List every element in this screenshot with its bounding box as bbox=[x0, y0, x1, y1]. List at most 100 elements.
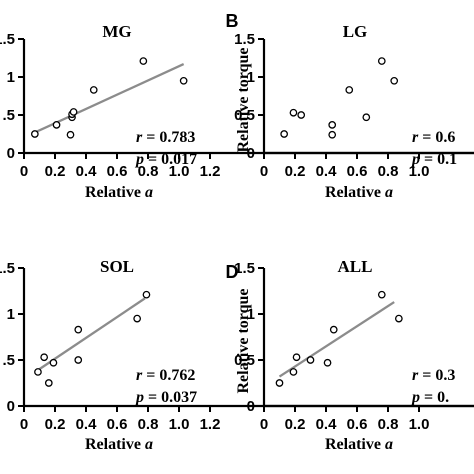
data-point bbox=[89, 86, 98, 94]
data-point bbox=[74, 356, 83, 364]
panel-letter: D bbox=[226, 262, 239, 282]
x-tick-label: 0 bbox=[20, 416, 28, 433]
data-point bbox=[328, 121, 337, 129]
data-point bbox=[297, 111, 306, 119]
data-point bbox=[179, 76, 188, 85]
data-point bbox=[52, 121, 61, 129]
x-tick-label: 1.0 bbox=[169, 163, 190, 180]
data-point bbox=[30, 130, 39, 138]
data-point bbox=[66, 130, 75, 139]
p-value: p = 0.017 bbox=[134, 151, 197, 168]
data-point bbox=[306, 356, 315, 364]
p-value: p = 0.1 bbox=[410, 151, 457, 168]
data-point bbox=[328, 130, 337, 139]
data-point bbox=[69, 108, 78, 116]
y-tick-label: 1.5 bbox=[234, 31, 255, 48]
panel-title: ALL bbox=[338, 257, 373, 276]
x-tick-label: 0.8 bbox=[138, 416, 159, 433]
x-tick-label: 0.6 bbox=[347, 416, 368, 433]
x-tick-label: 0.8 bbox=[138, 163, 159, 180]
x-tick-label: 0.4 bbox=[76, 163, 98, 180]
x-tick-label: 1.0 bbox=[409, 163, 430, 180]
data-point bbox=[34, 368, 42, 376]
p-value: p = 0. bbox=[410, 389, 449, 406]
x-axis-label: Relative a bbox=[85, 436, 153, 453]
r-value: r = 0.783 bbox=[136, 129, 195, 146]
y-tick-label: 0 bbox=[247, 145, 255, 162]
data-point bbox=[133, 314, 141, 323]
data-point bbox=[289, 368, 298, 376]
data-point bbox=[394, 314, 403, 323]
data-point bbox=[289, 108, 298, 117]
panel-title: LG bbox=[343, 22, 368, 41]
data-point bbox=[275, 379, 284, 387]
data-point bbox=[292, 353, 301, 362]
x-axis-label: Relative a bbox=[325, 436, 393, 453]
y-tick-label: 1.5 bbox=[0, 260, 15, 277]
panel-all: 0 0.5 1 1.5 0 0.2 0.4 0.6 0.8 1.0 Relative a Relati… bbox=[226, 257, 474, 453]
data-point bbox=[44, 379, 53, 387]
y-tick-label: 1 bbox=[247, 69, 255, 86]
r-value: r = 0.6 bbox=[412, 129, 455, 146]
data-point bbox=[74, 325, 83, 334]
x-tick-label: 0.6 bbox=[107, 163, 128, 180]
x-tick-label: 0.6 bbox=[347, 163, 368, 180]
x-tick-label: 0.2 bbox=[45, 163, 66, 180]
x-tick-label: 0.4 bbox=[316, 163, 338, 180]
x-tick-label: 0 bbox=[20, 163, 28, 180]
x-tick-label: 0.4 bbox=[76, 416, 98, 433]
data-point bbox=[362, 113, 371, 122]
y-tick-label: 1 bbox=[7, 69, 15, 86]
regression-line bbox=[278, 301, 395, 378]
x-tick-label: 1.0 bbox=[409, 416, 430, 433]
regression-line bbox=[34, 63, 185, 134]
y-axis-label: Relative torque bbox=[235, 288, 252, 393]
x-tick-label: 0 bbox=[260, 416, 268, 433]
y-tick-label: 1 bbox=[7, 306, 15, 323]
x-tick-label: 0.6 bbox=[107, 416, 128, 433]
data-point bbox=[377, 290, 386, 299]
y-tick-label: 0.5 bbox=[234, 352, 255, 369]
y-axis-label: Relative torque bbox=[235, 47, 252, 152]
x-tick-label: 1.0 bbox=[169, 416, 190, 433]
x-axis-label: Relative a bbox=[85, 184, 153, 201]
regression-line bbox=[37, 297, 146, 372]
data-point bbox=[323, 358, 332, 367]
x-axis-label: Relative a bbox=[325, 184, 393, 201]
r-value: r = 0.3 bbox=[412, 367, 455, 384]
panel-letter: B bbox=[226, 11, 239, 31]
y-tick-label: 1.5 bbox=[234, 260, 255, 277]
r-value: r = 0.762 bbox=[136, 367, 195, 384]
x-tick-label: 0.8 bbox=[378, 163, 399, 180]
x-tick-label: 1.2 bbox=[200, 416, 221, 433]
p-value: p = 0.037 bbox=[134, 389, 197, 406]
data-point bbox=[329, 325, 338, 334]
data-point bbox=[49, 358, 58, 367]
data-point bbox=[142, 290, 151, 299]
y-tick-label: 1 bbox=[247, 306, 255, 323]
panel-title: MG bbox=[102, 22, 131, 41]
y-tick-label: .5 bbox=[2, 107, 15, 124]
x-tick-label: 1.2 bbox=[200, 163, 221, 180]
y-tick-label: 0.5 bbox=[234, 107, 255, 124]
data-point bbox=[377, 57, 386, 65]
data-point bbox=[345, 86, 354, 94]
y-tick-label: 0 bbox=[7, 398, 15, 415]
x-tick-label: 0.8 bbox=[378, 416, 399, 433]
data-point bbox=[280, 130, 288, 138]
panel-title: SOL bbox=[100, 257, 134, 276]
x-tick-label: 0.4 bbox=[316, 416, 338, 433]
data-point bbox=[390, 76, 399, 85]
data-point bbox=[40, 353, 49, 362]
x-tick-label: 0.2 bbox=[285, 416, 306, 433]
y-tick-label: 0 bbox=[7, 145, 15, 162]
y-tick-label: 0 bbox=[247, 398, 255, 415]
x-tick-label: 0 bbox=[260, 163, 268, 180]
x-tick-label: 0.2 bbox=[45, 416, 66, 433]
x-tick-label: 0.2 bbox=[285, 163, 306, 180]
y-tick-label: 1.5 bbox=[0, 31, 15, 48]
y-tick-label: .5 bbox=[2, 352, 15, 369]
